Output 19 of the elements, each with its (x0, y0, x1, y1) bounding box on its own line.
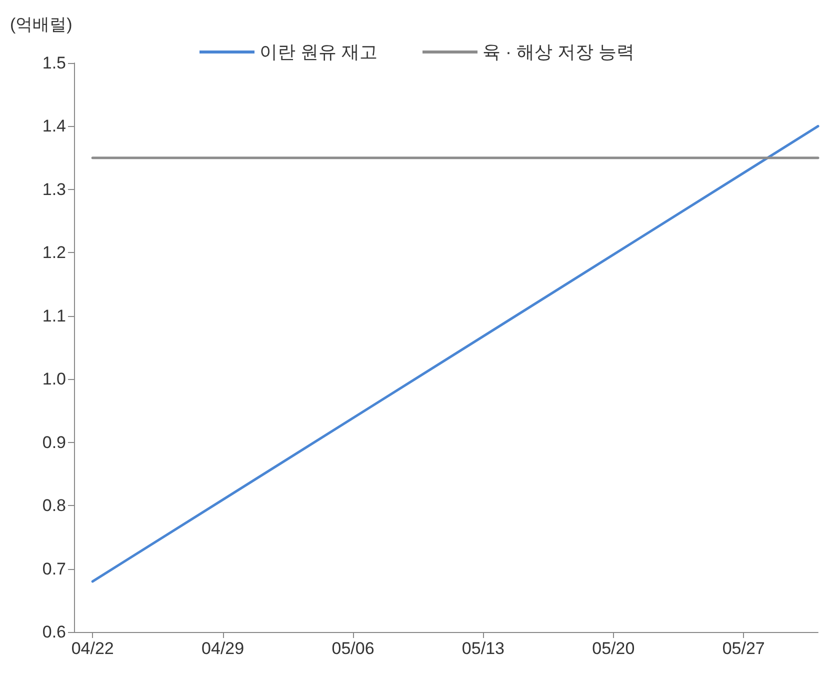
y-tick-label: 1.1 (42, 306, 66, 326)
y-tick-label: 1.2 (42, 243, 66, 262)
y-tick-label: 1.3 (42, 180, 66, 199)
x-tick-label: 05/13 (462, 639, 504, 658)
legend-label: 육 · 해상 저장 능력 (482, 42, 634, 62)
y-axis-title: (억배럴) (10, 15, 72, 34)
x-tick-label: 05/27 (722, 639, 765, 658)
legend-label: 이란 원유 재고 (260, 42, 378, 62)
y-tick-label: 1.0 (42, 370, 66, 389)
y-tick-label: 0.9 (42, 432, 66, 452)
y-tick-label: 0.7 (42, 559, 66, 578)
x-tick-label: 04/29 (202, 639, 244, 658)
y-tick-label: 1.4 (42, 116, 66, 136)
x-tick-label: 04/22 (71, 639, 114, 658)
y-tick-label: 0.6 (42, 622, 66, 642)
x-tick-label: 05/20 (592, 639, 635, 658)
x-tick-label: 05/06 (332, 639, 374, 658)
y-tick-label: 0.8 (42, 496, 66, 516)
y-tick-label: 1.5 (42, 54, 66, 72)
